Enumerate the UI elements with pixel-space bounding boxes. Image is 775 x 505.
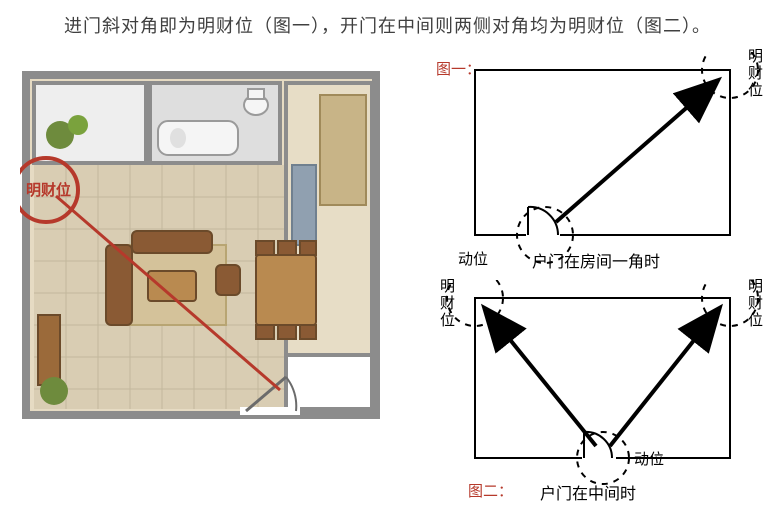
diag2-corner-label-l: 明财位 [436,278,457,329]
arrow-right [610,310,718,446]
diag1-corner-label: 明财位 [744,48,765,99]
diagram2-label: 图二： [468,480,513,501]
plant-icon [40,377,68,405]
floorplan: 明财位 [20,55,390,425]
diag2-corner-label-r: 明财位 [744,278,765,329]
callout-label: 明财位 [26,181,71,199]
diag2-dong-label: 动位 [634,448,664,469]
arrow [556,82,716,222]
door-icon [526,207,560,239]
diag1-caption: 户门在房间一角时 [532,248,660,272]
diagram2 [430,280,765,490]
figure-root: { "title": "进门斜对角即为明财位（图一），开门在中间则两侧对角均为明… [0,0,775,505]
tv-cabinet [38,315,60,385]
right-rooms [286,83,372,409]
page-title: 进门斜对角即为明财位（图一），开门在中间则两侧对角均为明财位（图二）。 [0,12,775,38]
diag1-dong-label: 动位 [458,248,488,269]
diagram1 [430,52,765,272]
room-box [475,70,730,235]
balcony [34,83,146,163]
room-box [475,298,730,458]
sofa-set [106,231,240,325]
diag2-caption: 户门在中间时 [540,480,636,504]
bathroom [150,83,280,163]
dining [256,241,316,339]
arrow-left [486,310,596,446]
